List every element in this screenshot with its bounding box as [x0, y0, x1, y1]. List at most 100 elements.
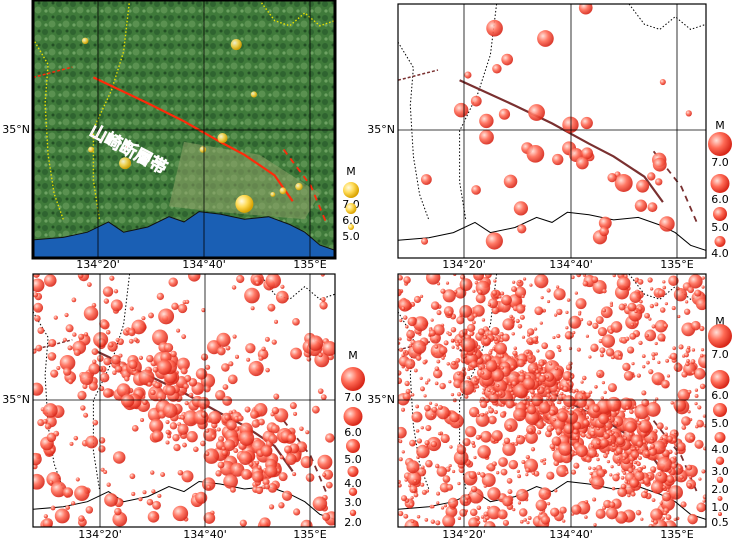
epicenter: [538, 487, 552, 500]
epicenter: [177, 423, 189, 435]
epicenter: [617, 457, 621, 461]
epicenter: [477, 445, 491, 459]
legend-title: M: [715, 315, 725, 328]
epicenter: [33, 302, 44, 313]
epicenter: [482, 387, 486, 391]
epicenter: [195, 491, 208, 504]
epicenter: [443, 306, 454, 317]
epicenter: [434, 345, 439, 349]
epicenter: [398, 298, 412, 312]
epicenter: [615, 447, 623, 455]
epicenter: [115, 337, 120, 343]
epicenter: [535, 370, 540, 374]
epicenter: [573, 429, 579, 435]
epicenter: [541, 342, 549, 350]
epicenter: [527, 333, 531, 337]
epicenter: [575, 298, 587, 310]
epicenter: [632, 447, 636, 451]
epicenter: [439, 482, 450, 493]
epicenter: [475, 434, 481, 440]
epicenter: [658, 472, 662, 477]
epicenter: [195, 368, 208, 380]
epicenter: [317, 454, 333, 470]
epicenter: [71, 297, 77, 303]
epicenter: [657, 289, 666, 298]
epicenter: [206, 485, 211, 490]
epicenter: [469, 331, 475, 337]
map-area: [398, 274, 706, 527]
epicenter: [322, 472, 327, 477]
epicenter: [519, 314, 525, 320]
epicenter: [65, 324, 74, 333]
epicenter: [441, 356, 445, 360]
epicenter: [556, 344, 561, 350]
epicenter: [529, 389, 535, 395]
epicenter: [404, 519, 419, 527]
legend-label: 2.0: [344, 516, 362, 529]
legend-symbol: [714, 432, 726, 443]
epicenter: [226, 419, 237, 431]
epicenter: [659, 79, 666, 86]
epicenter: [563, 423, 575, 435]
lat-label: 35°N: [367, 123, 395, 136]
epicenter: [650, 508, 663, 522]
epicenter: [483, 521, 496, 527]
epicenter: [581, 432, 586, 438]
epicenter: [609, 501, 616, 508]
epicenter: [605, 450, 610, 455]
epicenter: [110, 299, 123, 312]
legend-label: 7.0: [711, 156, 729, 169]
epicenter: [526, 395, 530, 400]
epicenter: [633, 460, 637, 465]
legend-label: 6.0: [344, 426, 362, 439]
epicenter: [506, 371, 521, 386]
prefecture-border: [258, 0, 335, 27]
epicenter: [428, 329, 436, 337]
epicenter: [271, 406, 280, 415]
epicenter: [644, 312, 650, 319]
epicenter: [102, 286, 114, 297]
epicenter: [593, 523, 597, 527]
epicenter: [322, 512, 331, 521]
epicenter: [230, 39, 242, 51]
epicenter: [532, 368, 537, 372]
epicenter: [466, 376, 471, 380]
epicenter: [695, 298, 706, 311]
legend-label: 0.5: [711, 516, 729, 529]
epicenter: [580, 380, 584, 384]
epicenter: [622, 471, 627, 475]
epicenter: [403, 315, 408, 320]
epicenter: [530, 447, 536, 452]
epicenter: [488, 407, 495, 414]
epicenter: [644, 329, 657, 342]
epicenter: [601, 334, 616, 348]
epicenter: [602, 288, 607, 294]
epicenter: [398, 275, 403, 281]
epicenter: [165, 440, 170, 445]
epicenter: [200, 411, 208, 418]
epicenter: [420, 386, 425, 392]
epicenter: [531, 395, 543, 407]
epicenter: [662, 280, 666, 284]
epicenter: [270, 192, 276, 197]
epicenter: [238, 451, 253, 466]
epicenter: [403, 513, 409, 519]
epicenter: [401, 306, 406, 311]
epicenter: [650, 443, 656, 449]
epicenter: [519, 519, 524, 524]
epicenter: [502, 519, 510, 527]
epicenter: [461, 328, 468, 335]
epicenter: [528, 428, 533, 433]
epicenter: [622, 456, 626, 461]
epicenter: [305, 430, 310, 435]
epicenter: [636, 179, 650, 193]
epicenter: [681, 416, 691, 426]
epicenter: [590, 425, 595, 429]
epicenter: [565, 470, 569, 475]
epicenter: [464, 499, 469, 504]
epicenter: [485, 355, 492, 362]
epicenter: [279, 455, 284, 460]
epicenter: [487, 302, 492, 307]
epicenter: [92, 419, 99, 426]
epicenter: [606, 396, 622, 412]
